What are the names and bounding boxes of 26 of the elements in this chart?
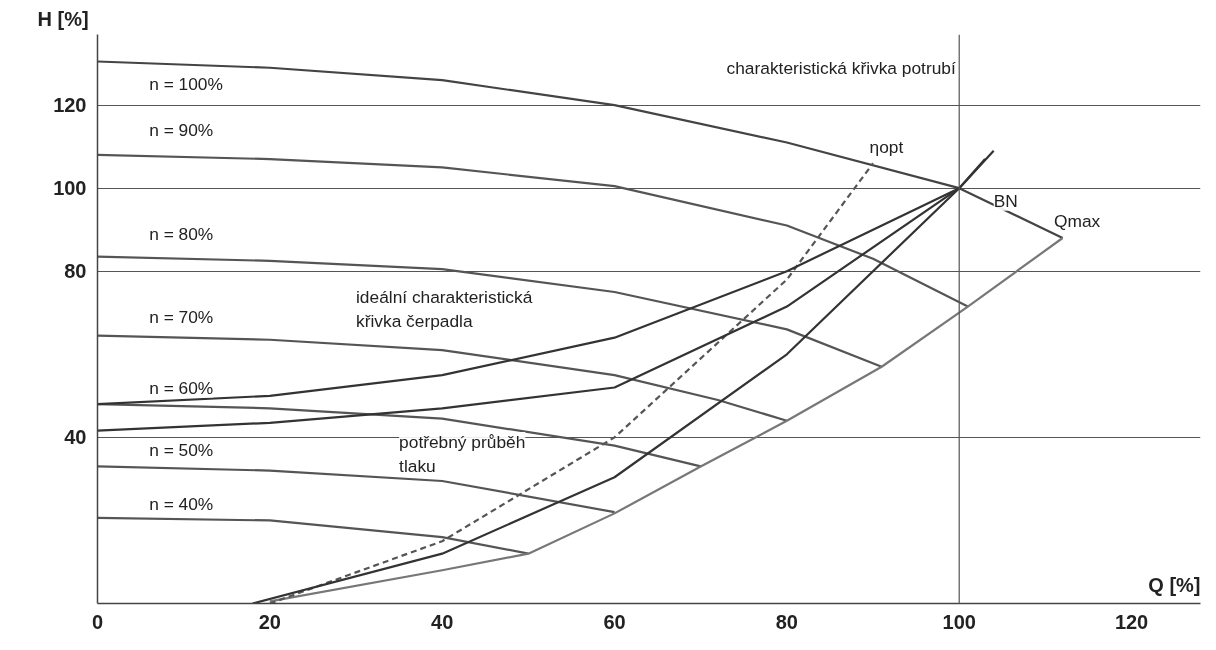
annotation: n = 90% [149,120,214,141]
annotation: n = 80% [149,223,214,244]
y-axis-title: H [%] [37,7,89,30]
annotation: charakteristická křivka potrubí [726,57,956,78]
annotation: n = 50% [149,439,214,460]
annotation: potřebný průběh tlaku [399,431,526,476]
annotation: ηopt [869,136,904,157]
y-tick-label: 100 [53,177,87,200]
x-tick-label: 0 [91,610,104,633]
x-axis-title: Q [%] [1148,573,1201,596]
y-tick-label: 120 [53,94,87,117]
x-tick-label: 20 [258,610,281,633]
annotation: n = 100% [149,74,223,95]
x-tick-label: 100 [942,610,976,633]
annotation: n = 70% [149,306,214,327]
x-tick-label: 60 [603,610,626,633]
annotation: n = 60% [149,377,214,398]
y-tick-label: 40 [64,426,87,449]
x-tick-label: 80 [775,610,798,633]
y-tick-label: 80 [64,260,87,283]
x-tick-label: 40 [431,610,454,633]
annotation: ideální charakteristická křivka čerpadla [356,286,533,331]
annotation: n = 40% [149,493,214,514]
annotation: Qmax [1054,211,1101,232]
annotation: BN [993,190,1018,211]
x-tick-label: 120 [1114,610,1149,633]
